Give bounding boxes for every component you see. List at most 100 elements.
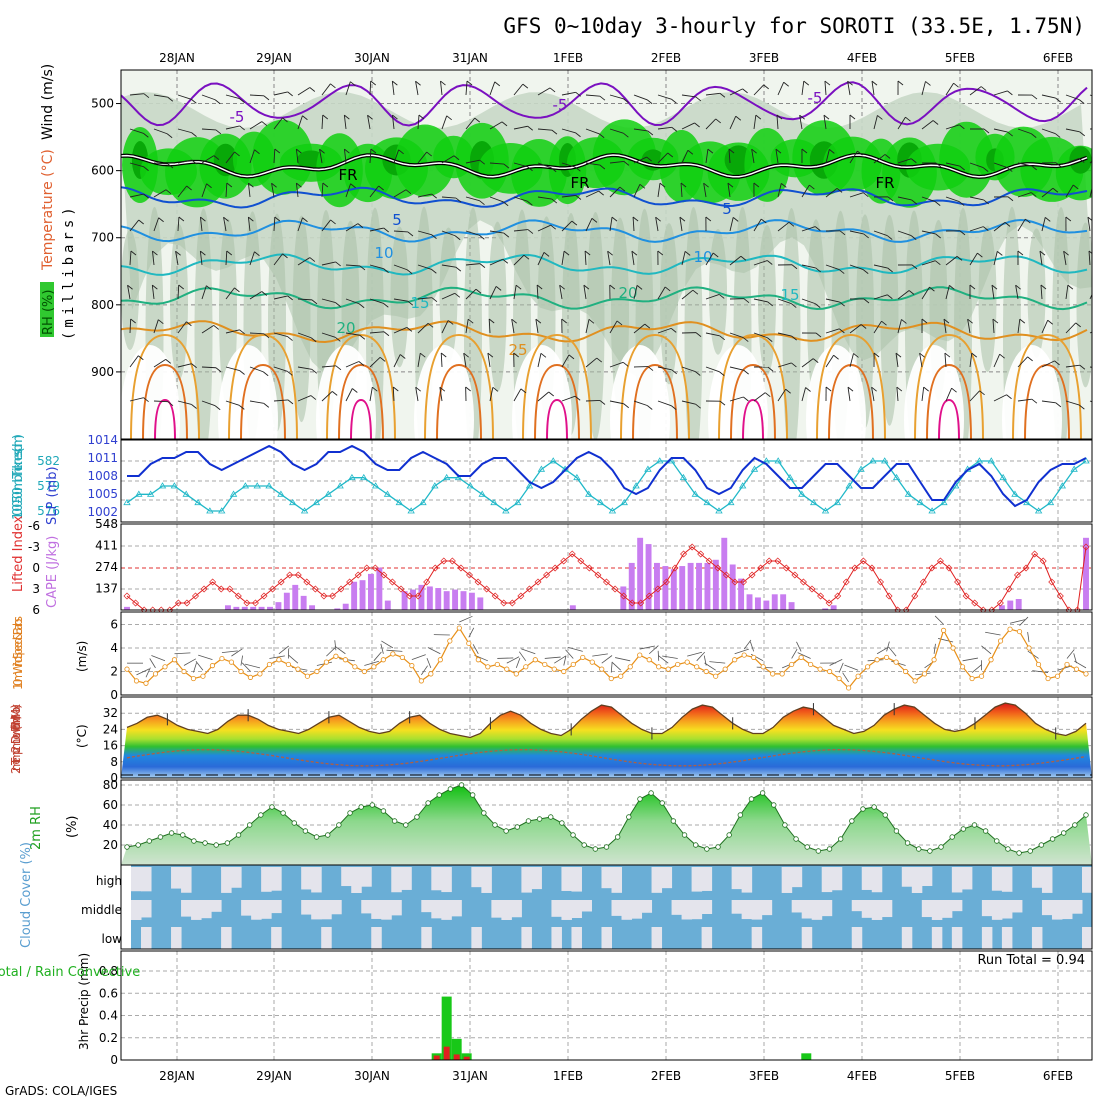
cloud-high-gap	[561, 867, 572, 891]
li-point	[234, 592, 242, 600]
wind-barb	[709, 661, 726, 664]
rh-point	[514, 824, 520, 830]
wind-barb	[993, 90, 1008, 96]
wind-barb	[993, 354, 1001, 368]
wind-barb-flag	[379, 357, 386, 362]
wind-barb	[969, 162, 984, 169]
wind-barb-flag	[344, 114, 350, 120]
wind-barb	[225, 250, 228, 266]
cloud-high-gap	[171, 867, 182, 889]
wind-barb	[610, 662, 613, 673]
wind-barb-flag	[418, 114, 425, 120]
wind-barb	[681, 94, 696, 98]
wind-barb	[441, 115, 448, 130]
wind-barb	[439, 387, 443, 402]
wind-barb-flag	[636, 284, 643, 290]
wind-barb	[753, 84, 764, 96]
wind-barb-flag	[158, 217, 164, 223]
wind-barb	[568, 646, 583, 652]
wind-barb-flag	[853, 353, 859, 358]
wind-barb	[465, 117, 476, 130]
wind-barb-flag	[980, 86, 987, 91]
date-tick-bottom: 4FEB	[847, 1069, 877, 1083]
rh-point	[804, 844, 810, 850]
wind-barb-flag	[167, 401, 174, 407]
cloud-mid-gap	[321, 900, 332, 920]
wind-barb	[705, 252, 714, 266]
rh-tick: 20	[103, 838, 118, 852]
cloud-high-gap	[471, 867, 482, 888]
rh-point	[1016, 850, 1022, 856]
wind-barb-flag	[862, 269, 869, 274]
thickness-point	[513, 498, 522, 506]
contour-label: FR	[570, 174, 589, 192]
wind10m-units: (m/s)	[75, 641, 89, 672]
thickness-point	[573, 473, 581, 481]
wind-barb-flag	[886, 235, 893, 240]
wind-barb-flag	[921, 318, 928, 324]
li-point	[868, 564, 876, 572]
rh-point	[704, 846, 710, 852]
wind-barb	[849, 264, 864, 271]
wind-barb	[561, 395, 576, 402]
cloud-high-gap	[701, 867, 713, 891]
li-point	[842, 578, 850, 586]
cloud-low-gap	[551, 927, 562, 949]
isotherm--5	[121, 81, 1088, 127]
wind-barb	[657, 126, 672, 130]
wind-barb-flag	[350, 183, 356, 189]
wind-barb-flag	[925, 81, 931, 86]
li-point	[474, 578, 482, 586]
wind-barb	[1041, 320, 1049, 334]
wind-speed-point	[1045, 675, 1051, 682]
wind-barb	[753, 392, 766, 402]
wind-barb-flag	[764, 392, 771, 398]
wind-barb-flag	[563, 250, 570, 256]
li-point	[825, 599, 833, 607]
wind-barb	[273, 117, 283, 130]
wind-barb-flag	[877, 115, 883, 120]
wind-barb-flag	[611, 216, 618, 222]
cape-bar	[267, 606, 273, 610]
wind-speed-point	[304, 673, 311, 679]
precip-total-bar	[801, 1053, 812, 1060]
wind-barb-flag	[1006, 394, 1012, 400]
wind-barb	[201, 183, 207, 198]
rh-plume	[660, 223, 678, 385]
wind-barb	[345, 361, 360, 368]
cape-bar	[763, 600, 770, 610]
cloud-mid-gap	[791, 900, 803, 913]
wind-barb-flag	[575, 166, 581, 172]
wind-barb-flag	[261, 291, 268, 296]
wind-barb	[345, 81, 351, 96]
wind-barb-flag	[949, 285, 955, 290]
wind-barb	[561, 220, 573, 232]
wind-barb	[1040, 285, 1043, 300]
wind-barb	[153, 217, 160, 232]
li-point	[457, 564, 465, 572]
wind-barb-flag	[863, 233, 869, 239]
wind-barb	[921, 230, 936, 235]
wind-barb	[657, 655, 669, 664]
wind-barb-flag	[561, 318, 568, 324]
wind-speed-point	[627, 664, 633, 670]
wind-barb	[225, 287, 235, 300]
wind-barb-flag	[234, 151, 240, 157]
li-point	[483, 585, 491, 593]
cloud-low-gap	[901, 927, 913, 949]
wind-barb	[153, 319, 159, 334]
wind-barb-flag	[839, 301, 845, 307]
wind-barb	[825, 188, 838, 198]
wind-barb	[472, 644, 479, 654]
rh-point	[748, 796, 755, 802]
wind-speed-point	[741, 652, 747, 658]
wind-barb	[136, 668, 150, 676]
wind-barb	[1087, 217, 1091, 232]
cloud-mid-gap	[141, 900, 152, 918]
wind-barb-flag	[527, 200, 533, 206]
li-point	[1039, 557, 1047, 565]
contour-label: FR	[875, 174, 894, 192]
li-point	[517, 592, 525, 600]
wind-barb	[201, 325, 215, 334]
